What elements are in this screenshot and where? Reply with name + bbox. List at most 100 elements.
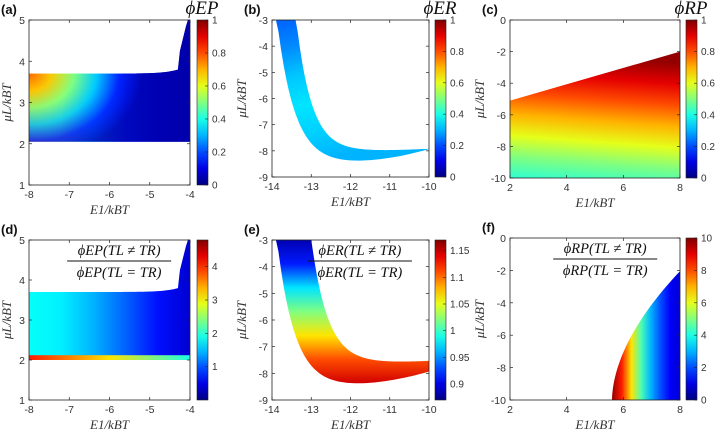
colorbar-tick-label: 0.4 xyxy=(450,110,464,121)
x-axis-label: E1/kBT xyxy=(89,202,130,217)
x-tick-label: -12 xyxy=(343,181,358,193)
x-tick-label: -11 xyxy=(383,181,398,193)
y-axis-label: μL/kBT xyxy=(0,83,14,123)
x-tick-label: 4 xyxy=(564,404,570,416)
y-tick-label: -8 xyxy=(497,363,506,375)
ratio-denominator: ϕER(TL = TR) xyxy=(318,265,403,281)
y-tick-label: -6 xyxy=(497,110,506,122)
heatmap-region xyxy=(275,20,429,161)
heatmap-region xyxy=(29,240,190,360)
colorbar-tick-label: 1.1 xyxy=(450,273,464,284)
heatmap-fill xyxy=(275,240,429,384)
ratio-denominator: ϕEP(TL = TR) xyxy=(77,265,162,281)
y-tick-label: 1 xyxy=(19,180,25,192)
y-tick-label: -8 xyxy=(497,141,506,153)
colorbar-tick-label: 0.8 xyxy=(701,47,715,58)
x-axis-label: E1/kBT xyxy=(330,417,371,432)
y-tick-label: -7 xyxy=(259,342,268,354)
colorbar-tick-label: 0.8 xyxy=(450,47,464,58)
colorbar-tick-label: 0.8 xyxy=(212,49,226,60)
x-tick-label: 6 xyxy=(620,404,626,416)
y-tick-label: 3 xyxy=(19,315,25,327)
plot-frame xyxy=(509,19,681,179)
heatmap-bottom-band xyxy=(29,355,190,360)
y-tick-label: 3 xyxy=(19,98,25,110)
colorbar-tick-label: 1 xyxy=(450,16,456,27)
colorbar-tick-label: 6 xyxy=(701,298,707,309)
colorbar-tick-label: 1 xyxy=(450,326,456,337)
colorbar-tick-label: 0 xyxy=(450,173,456,184)
colorbar-tick-label: 0.2 xyxy=(701,142,715,153)
y-tick-label: -2 xyxy=(497,47,506,59)
x-tick-label: -12 xyxy=(343,404,358,416)
panel-e: -14 -13 -12 -11 -10 -9 -8 -7 -6 -5 -4 -3 E1/kBT μL/kB… xyxy=(234,222,470,432)
colorbar-tick-label: 0.6 xyxy=(212,82,226,93)
panel-title: ϕER xyxy=(423,0,456,19)
ratio-numerator: ϕRP(TL ≠ TR) xyxy=(564,241,647,257)
colorbar-tick-label: 3 xyxy=(212,296,218,307)
x-tick-label: -6 xyxy=(105,404,114,416)
y-axis-label: μL/kBT xyxy=(0,300,14,340)
colorbar-tick-label: 0.6 xyxy=(701,79,715,90)
x-tick-label: -11 xyxy=(383,404,398,416)
x-tick-label: -4 xyxy=(185,189,194,201)
colorbar-tick-label: 4 xyxy=(212,262,218,273)
heatmap-region xyxy=(29,20,190,142)
colorbar-tick-label: 4 xyxy=(701,331,707,342)
heatmap-hotspot xyxy=(29,20,190,142)
colorbar-tick-label: 1.05 xyxy=(450,300,470,311)
y-tick-label: -7 xyxy=(259,120,268,132)
x-tick-label: 2 xyxy=(507,404,513,416)
colorbar-tick-label: 0 xyxy=(701,174,707,185)
x-tick-label: -5 xyxy=(145,189,154,201)
y-tick-label: -8 xyxy=(259,146,268,158)
colorbar xyxy=(434,19,447,178)
y-tick-label: -5 xyxy=(259,67,268,79)
y-tick-label: -4 xyxy=(497,78,506,90)
y-axis-label: μL/kBT xyxy=(472,79,487,119)
heatmap-region xyxy=(275,240,429,384)
y-tick-label: 5 xyxy=(19,235,25,247)
y-tick-label: 4 xyxy=(19,56,25,68)
y-tick-label: -2 xyxy=(497,265,506,277)
x-tick-label: 2 xyxy=(507,182,513,194)
panel-label: (d) xyxy=(1,222,18,237)
y-tick-label: 5 xyxy=(19,15,25,27)
colorbar-tick-label: 10 xyxy=(701,234,713,245)
x-tick-label: -13 xyxy=(304,404,319,416)
x-tick-label: 8 xyxy=(677,182,683,194)
x-axis-label: E1/kBT xyxy=(330,194,371,209)
colorbar-tick-label: 0.6 xyxy=(450,78,464,89)
heatmap-fill xyxy=(29,240,190,358)
x-tick-label: -7 xyxy=(65,404,74,416)
y-tick-label: -6 xyxy=(259,94,268,106)
y-tick-label: -9 xyxy=(259,395,268,407)
panel-f: 2 4 6 8 -10 -8 -6 -4 -2 0 E1/kBT μL/kBT (f) 0 2 4 6 8 10 ϕR… xyxy=(472,220,713,432)
x-tick-label: -14 xyxy=(264,181,279,193)
ratio-denominator: ϕRP(TL = TR) xyxy=(563,263,648,279)
x-tick-label: -10 xyxy=(421,404,436,416)
panel-label: (c) xyxy=(482,2,498,17)
y-axis-label: μL/kBT xyxy=(234,300,249,340)
colorbar-tick-label: 8 xyxy=(701,266,707,277)
plot-frame xyxy=(509,237,681,401)
y-axis-label: μL/kBT xyxy=(234,79,249,119)
colorbar xyxy=(196,239,209,401)
x-axis-label: E1/kBT xyxy=(89,417,130,432)
y-tick-label: -10 xyxy=(491,173,506,185)
panel-label: (a) xyxy=(1,2,17,17)
y-tick-label: -5 xyxy=(259,288,268,300)
colorbar-tick-label: 0.4 xyxy=(701,110,715,121)
panel-label: (b) xyxy=(244,2,261,17)
colorbar-tick-label: 1.15 xyxy=(450,246,470,257)
panel-label: (f) xyxy=(482,220,495,235)
x-tick-label: -10 xyxy=(421,181,436,193)
y-tick-label: -10 xyxy=(491,395,506,407)
colorbar-tick-label: 0 xyxy=(701,396,707,407)
x-tick-label: -5 xyxy=(145,404,154,416)
ratio-numerator: ϕEP(TL ≠ TR) xyxy=(78,243,161,259)
x-tick-label: -6 xyxy=(105,189,114,201)
colorbar-tick-label: 0.2 xyxy=(450,141,464,152)
x-axis-label: E1/kBT xyxy=(575,417,616,432)
